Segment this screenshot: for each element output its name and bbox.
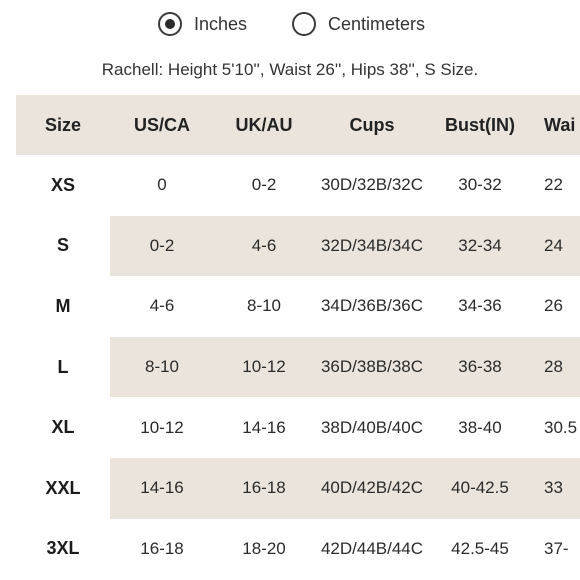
- us-ca-cell: 14-16: [110, 457, 214, 519]
- radio-dot-icon: [165, 19, 175, 29]
- uk-au-cell: 10-12: [214, 336, 314, 398]
- header-size: Size: [44, 114, 82, 135]
- table-row: M 4-6 8-10 34D/36B/36C 34-36 26: [16, 276, 580, 337]
- header-waist: Wai: [544, 114, 576, 135]
- header-us-ca: US/CA: [133, 114, 190, 135]
- uk-au-cell: 18-20: [214, 518, 314, 580]
- us-ca-cell: 0: [110, 155, 214, 216]
- model-size-note: Rachell: Height 5'10'', Waist 26'', Hips…: [101, 60, 479, 79]
- size-chart-table: Size US/CA UK/AU Cups Bust(IN) Wai XS 0 …: [16, 95, 580, 580]
- size-cell: L: [16, 336, 110, 398]
- uk-au-cell: 14-16: [214, 397, 314, 458]
- size-cell: XS: [16, 155, 110, 216]
- table-row: L 8-10 10-12 36D/38B/38C 36-38 28: [16, 336, 580, 398]
- uk-au-cell: 8-10: [214, 276, 314, 337]
- us-ca-cell: 16-18: [110, 518, 214, 580]
- unit-toggle: Inches Centimeters: [0, 8, 580, 40]
- table-row: XS 0 0-2 30D/32B/32C 30-32 22: [16, 155, 580, 216]
- waist-cell: 37-: [530, 518, 580, 580]
- bust-cell: 30-32: [430, 155, 530, 216]
- inches-label: Inches: [194, 13, 248, 34]
- us-ca-cell: 0-2: [110, 215, 214, 277]
- header-uk-au: UK/AU: [235, 114, 293, 135]
- size-cell: XL: [16, 397, 110, 458]
- cups-cell: 38D/40B/40C: [314, 397, 430, 458]
- size-cell: 3XL: [16, 518, 110, 580]
- bust-cell: 40-42.5: [430, 457, 530, 519]
- size-cell: S: [16, 215, 110, 277]
- size-cell: M: [16, 276, 110, 337]
- table-row: XL 10-12 14-16 38D/40B/40C 38-40 30.5: [16, 397, 580, 458]
- cups-cell: 34D/36B/36C: [314, 276, 430, 337]
- us-ca-cell: 4-6: [110, 276, 214, 337]
- waist-cell: 26: [530, 276, 580, 337]
- uk-au-cell: 0-2: [214, 155, 314, 216]
- centimeters-label: Centimeters: [328, 13, 426, 34]
- table-row: 3XL 16-18 18-20 42D/44B/44C 42.5-45 37-: [16, 518, 580, 580]
- waist-cell: 24: [530, 215, 580, 277]
- us-ca-cell: 8-10: [110, 336, 214, 398]
- cups-cell: 42D/44B/44C: [314, 518, 430, 580]
- table-header-row: Size US/CA UK/AU Cups Bust(IN) Wai: [16, 95, 580, 155]
- inches-radio-option[interactable]: Inches: [158, 8, 247, 40]
- bust-cell: 34-36: [430, 276, 530, 337]
- cups-cell: 36D/38B/38C: [314, 336, 430, 398]
- radio-selected-icon[interactable]: [158, 12, 182, 36]
- bust-cell: 42.5-45: [430, 518, 530, 580]
- waist-cell: 28: [530, 336, 580, 398]
- waist-cell: 30.5: [530, 397, 580, 458]
- header-bust: Bust(IN): [445, 114, 515, 135]
- bust-cell: 32-34: [430, 215, 530, 277]
- header-cups: Cups: [349, 114, 395, 135]
- us-ca-cell: 10-12: [110, 397, 214, 458]
- bust-cell: 36-38: [430, 336, 530, 398]
- cups-cell: 32D/34B/34C: [314, 215, 430, 277]
- size-cell: XXL: [16, 457, 110, 519]
- cups-cell: 30D/32B/32C: [314, 155, 430, 216]
- waist-cell: 33: [530, 457, 580, 519]
- table-row: S 0-2 4-6 32D/34B/34C 32-34 24: [16, 215, 580, 277]
- centimeters-radio-option[interactable]: Centimeters: [292, 8, 425, 40]
- uk-au-cell: 16-18: [214, 457, 314, 519]
- bust-cell: 38-40: [430, 397, 530, 458]
- cups-cell: 40D/42B/42C: [314, 457, 430, 519]
- uk-au-cell: 4-6: [214, 215, 314, 277]
- radio-unselected-icon[interactable]: [292, 12, 316, 36]
- waist-cell: 22: [530, 155, 580, 216]
- table-row: XXL 14-16 16-18 40D/42B/42C 40-42.5 33: [16, 457, 580, 519]
